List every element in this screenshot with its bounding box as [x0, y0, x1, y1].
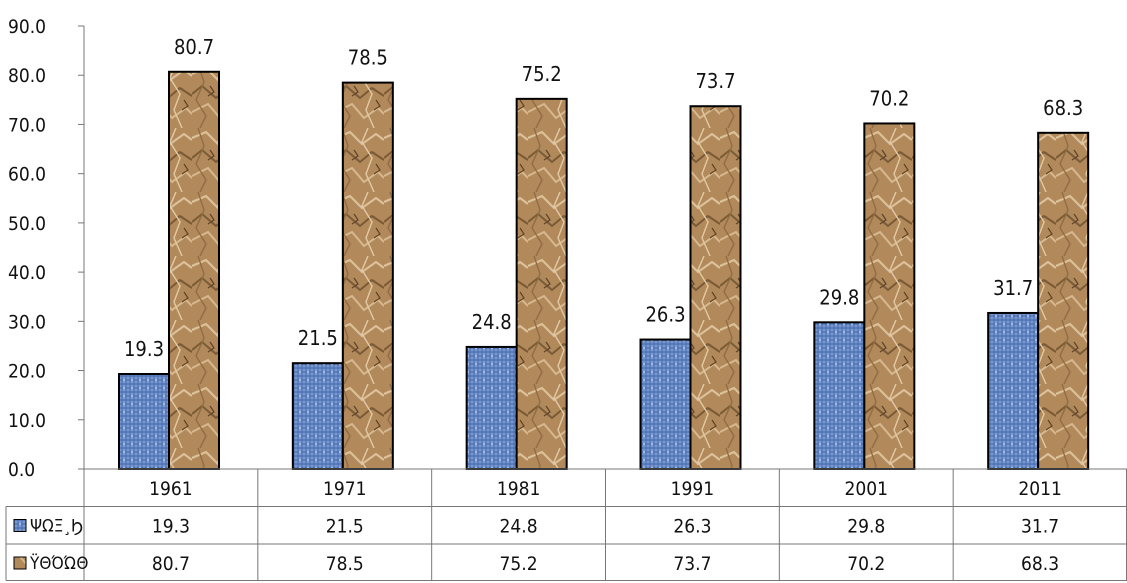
- table-value-cell: 80.7: [152, 553, 190, 575]
- table-category-label: 1991: [671, 478, 715, 500]
- table-value-cell: 24.8: [500, 516, 538, 538]
- data-table: 1961 1971 1981 1991 2001 2011 ΨΩΞ¸Ϧ 19.3 21.5 24.…: [5, 468, 1127, 581]
- table-value-cell: 68.3: [1021, 553, 1059, 575]
- bar-series-2: [515, 97, 568, 471]
- table-value-cell: 21.5: [326, 516, 364, 538]
- bar-series-2: [168, 70, 220, 470]
- y-tick-label: 40.0: [8, 262, 46, 284]
- table-value-cell: 73.7: [673, 553, 711, 575]
- table-category-label: 2011: [1018, 478, 1062, 500]
- data-label: 78.5: [348, 46, 388, 70]
- bar-series-2: [1037, 131, 1090, 470]
- table-value-cell: 26.3: [673, 516, 711, 538]
- data-label: 21.5: [298, 326, 338, 350]
- y-tick-label: 90.0: [8, 16, 46, 38]
- data-label: 31.7: [993, 276, 1033, 300]
- data-label: 75.2: [522, 62, 562, 86]
- data-label: 24.8: [472, 310, 512, 334]
- bar-series-1: [118, 373, 170, 470]
- y-tick-label: 80.0: [8, 65, 46, 87]
- bar-series-1: [291, 362, 344, 470]
- table-value-cell: 78.5: [326, 553, 364, 575]
- legend-label-series-2: ΫΘΌΏΘ: [29, 553, 88, 574]
- legend-label-series-1: ΨΩΞ¸Ϧ: [30, 517, 83, 537]
- y-tick-label: 0.0: [8, 459, 35, 481]
- bar-series-2: [863, 122, 916, 471]
- bar-series-1: [987, 311, 1040, 470]
- bar-series-2: [341, 81, 394, 470]
- table-value-cell: 19.3: [152, 516, 190, 538]
- table-value-cell: 75.2: [500, 553, 538, 575]
- axis-layer: 0.0 10.0 20.0 30.0 40.0 50.0 60.0 70.0 80.0 90.0: [8, 16, 85, 481]
- y-tick-label: 50.0: [8, 213, 46, 235]
- bar-series-1: [639, 338, 692, 470]
- data-label: 68.3: [1043, 96, 1083, 120]
- y-tick-label: 10.0: [8, 410, 46, 432]
- bar-series-2: [689, 105, 742, 471]
- data-label: 29.8: [819, 285, 859, 309]
- bar-series-1: [465, 345, 518, 471]
- bars-layer: [118, 70, 1090, 471]
- data-label: 80.7: [174, 35, 214, 59]
- data-label: 70.2: [869, 86, 909, 110]
- table-category-label: 1981: [497, 478, 541, 500]
- table-value-cell: 31.7: [1021, 516, 1059, 538]
- table-category-label: 1961: [149, 478, 193, 500]
- table-category-label: 2001: [845, 478, 889, 500]
- legend-swatch-series-1: [13, 519, 27, 532]
- table-category-label: 1971: [323, 478, 367, 500]
- data-label: 73.7: [695, 69, 735, 93]
- y-tick-label: 20.0: [8, 361, 46, 383]
- table-value-cell: 70.2: [847, 553, 885, 575]
- data-label: 26.3: [645, 303, 685, 327]
- y-tick-label: 60.0: [8, 164, 46, 186]
- data-labels-layer: 19.3 21.5 24.8 26.3 29.8 31.7 80.7 78.5 75.2 73.7…: [124, 35, 1083, 361]
- table-value-cell: 29.8: [847, 516, 885, 538]
- bar-series-1: [813, 321, 866, 470]
- data-label: 19.3: [124, 337, 164, 361]
- y-tick-label: 70.0: [8, 114, 46, 136]
- y-tick-label: 30.0: [8, 311, 46, 333]
- legend-swatch-series-2: [13, 556, 27, 570]
